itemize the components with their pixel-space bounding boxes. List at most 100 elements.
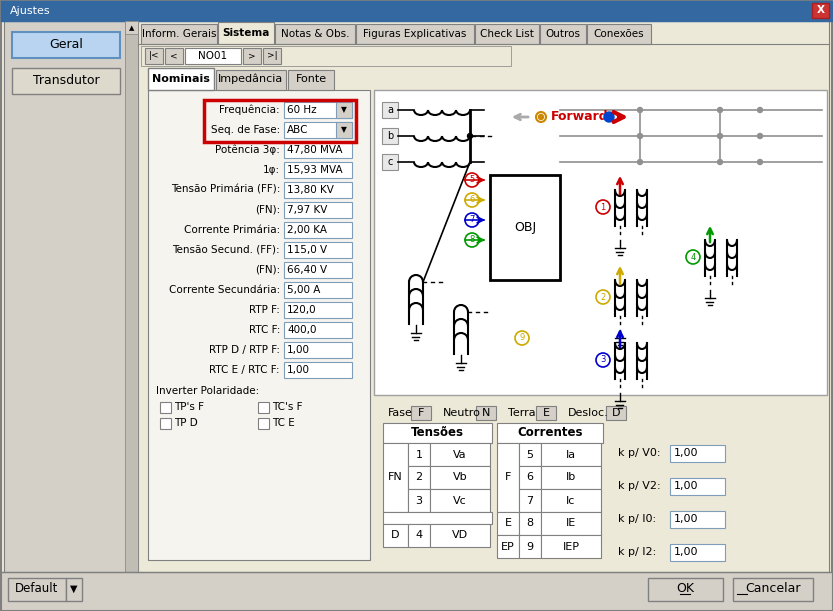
Bar: [411, 406, 431, 420]
Text: Vc: Vc: [453, 496, 466, 505]
Text: TC E: TC E: [272, 419, 295, 428]
Circle shape: [717, 159, 722, 164]
Text: c: c: [387, 157, 392, 167]
Circle shape: [637, 159, 642, 164]
Text: E: E: [505, 519, 511, 529]
Circle shape: [637, 133, 642, 139]
Bar: [519, 466, 541, 489]
Text: 3: 3: [416, 496, 422, 505]
Text: 1: 1: [416, 450, 422, 459]
Bar: [812, 3, 829, 18]
Text: Conexões: Conexões: [594, 29, 644, 39]
Bar: [541, 466, 601, 489]
Text: |<: |<: [148, 51, 159, 60]
Bar: [138, 21, 829, 577]
Text: Fase: Fase: [388, 408, 413, 418]
Text: ABC: ABC: [287, 125, 308, 135]
Bar: [670, 511, 725, 528]
Text: Inform. Gerais: Inform. Gerais: [142, 29, 217, 39]
Text: b: b: [387, 131, 393, 141]
Circle shape: [604, 112, 614, 122]
Text: 9: 9: [526, 541, 534, 552]
Bar: [383, 423, 492, 443]
Text: Sistema: Sistema: [222, 28, 270, 38]
Text: Forward: Forward: [551, 111, 609, 123]
Bar: [382, 154, 398, 170]
Text: VD: VD: [452, 530, 468, 541]
Bar: [8, 578, 66, 601]
Text: Inverter Polaridade:: Inverter Polaridade:: [156, 386, 259, 396]
Text: k p/ V0:: k p/ V0:: [618, 448, 661, 458]
Bar: [1, 1, 832, 21]
Text: N: N: [481, 408, 490, 418]
Bar: [670, 478, 725, 495]
Text: Outros: Outros: [546, 29, 581, 39]
Text: FN: FN: [388, 472, 403, 483]
Text: RTP D / RTP F:: RTP D / RTP F:: [209, 345, 280, 355]
Bar: [541, 443, 601, 466]
Bar: [160, 418, 171, 429]
Text: 1: 1: [601, 202, 606, 211]
Text: Tensões: Tensões: [411, 426, 464, 439]
Text: 13,80 KV: 13,80 KV: [287, 185, 334, 195]
Text: 1,00: 1,00: [674, 514, 699, 524]
Bar: [165, 48, 183, 64]
Bar: [374, 90, 827, 395]
Text: Geral: Geral: [49, 38, 83, 51]
Bar: [430, 443, 490, 466]
Text: (FN):: (FN):: [255, 265, 280, 275]
Bar: [284, 222, 352, 238]
Text: Fonte: Fonte: [296, 74, 327, 84]
Text: Tensão Secund. (FF):: Tensão Secund. (FF):: [172, 245, 280, 255]
Text: 66,40 V: 66,40 V: [287, 265, 327, 275]
Bar: [670, 445, 725, 462]
Text: 2: 2: [601, 293, 606, 301]
Text: a: a: [387, 105, 393, 115]
Bar: [541, 489, 601, 512]
Text: 7: 7: [526, 496, 534, 505]
Text: Va: Va: [453, 450, 466, 459]
Text: Desloc.: Desloc.: [568, 408, 609, 418]
Bar: [497, 423, 603, 443]
Text: 6: 6: [469, 196, 475, 205]
Text: E: E: [542, 408, 550, 418]
Text: Neutro: Neutro: [443, 408, 481, 418]
Text: Default: Default: [15, 582, 58, 596]
Bar: [540, 24, 586, 44]
Text: 8: 8: [469, 235, 475, 244]
Bar: [284, 142, 352, 158]
Circle shape: [467, 133, 472, 139]
Bar: [430, 466, 490, 489]
Text: Impedância: Impedância: [218, 74, 283, 84]
Text: D: D: [392, 530, 400, 541]
Bar: [519, 489, 541, 512]
Bar: [12, 32, 120, 58]
Text: Ia: Ia: [566, 450, 576, 459]
Bar: [12, 68, 120, 94]
Text: Tensão Primária (FF):: Tensão Primária (FF):: [171, 185, 280, 195]
Circle shape: [757, 133, 762, 139]
Text: >: >: [248, 51, 256, 60]
Text: ▲: ▲: [129, 25, 135, 31]
Text: Nominais: Nominais: [152, 74, 210, 84]
Bar: [497, 443, 519, 512]
Bar: [275, 24, 355, 44]
Text: 3: 3: [601, 356, 606, 365]
Bar: [541, 535, 601, 558]
Bar: [497, 535, 519, 558]
Text: 400,0: 400,0: [287, 325, 317, 335]
Bar: [148, 68, 214, 90]
Bar: [408, 443, 430, 466]
Text: 120,0: 120,0: [287, 305, 317, 315]
Text: 2: 2: [416, 472, 422, 483]
Bar: [382, 128, 398, 144]
Text: IE: IE: [566, 519, 576, 529]
Text: TC's F: TC's F: [272, 403, 302, 412]
Circle shape: [757, 108, 762, 112]
Text: 5: 5: [526, 450, 533, 459]
Text: (FN):: (FN):: [255, 205, 280, 215]
Bar: [141, 46, 511, 66]
Bar: [497, 512, 519, 535]
Bar: [519, 535, 541, 558]
Bar: [408, 466, 430, 489]
